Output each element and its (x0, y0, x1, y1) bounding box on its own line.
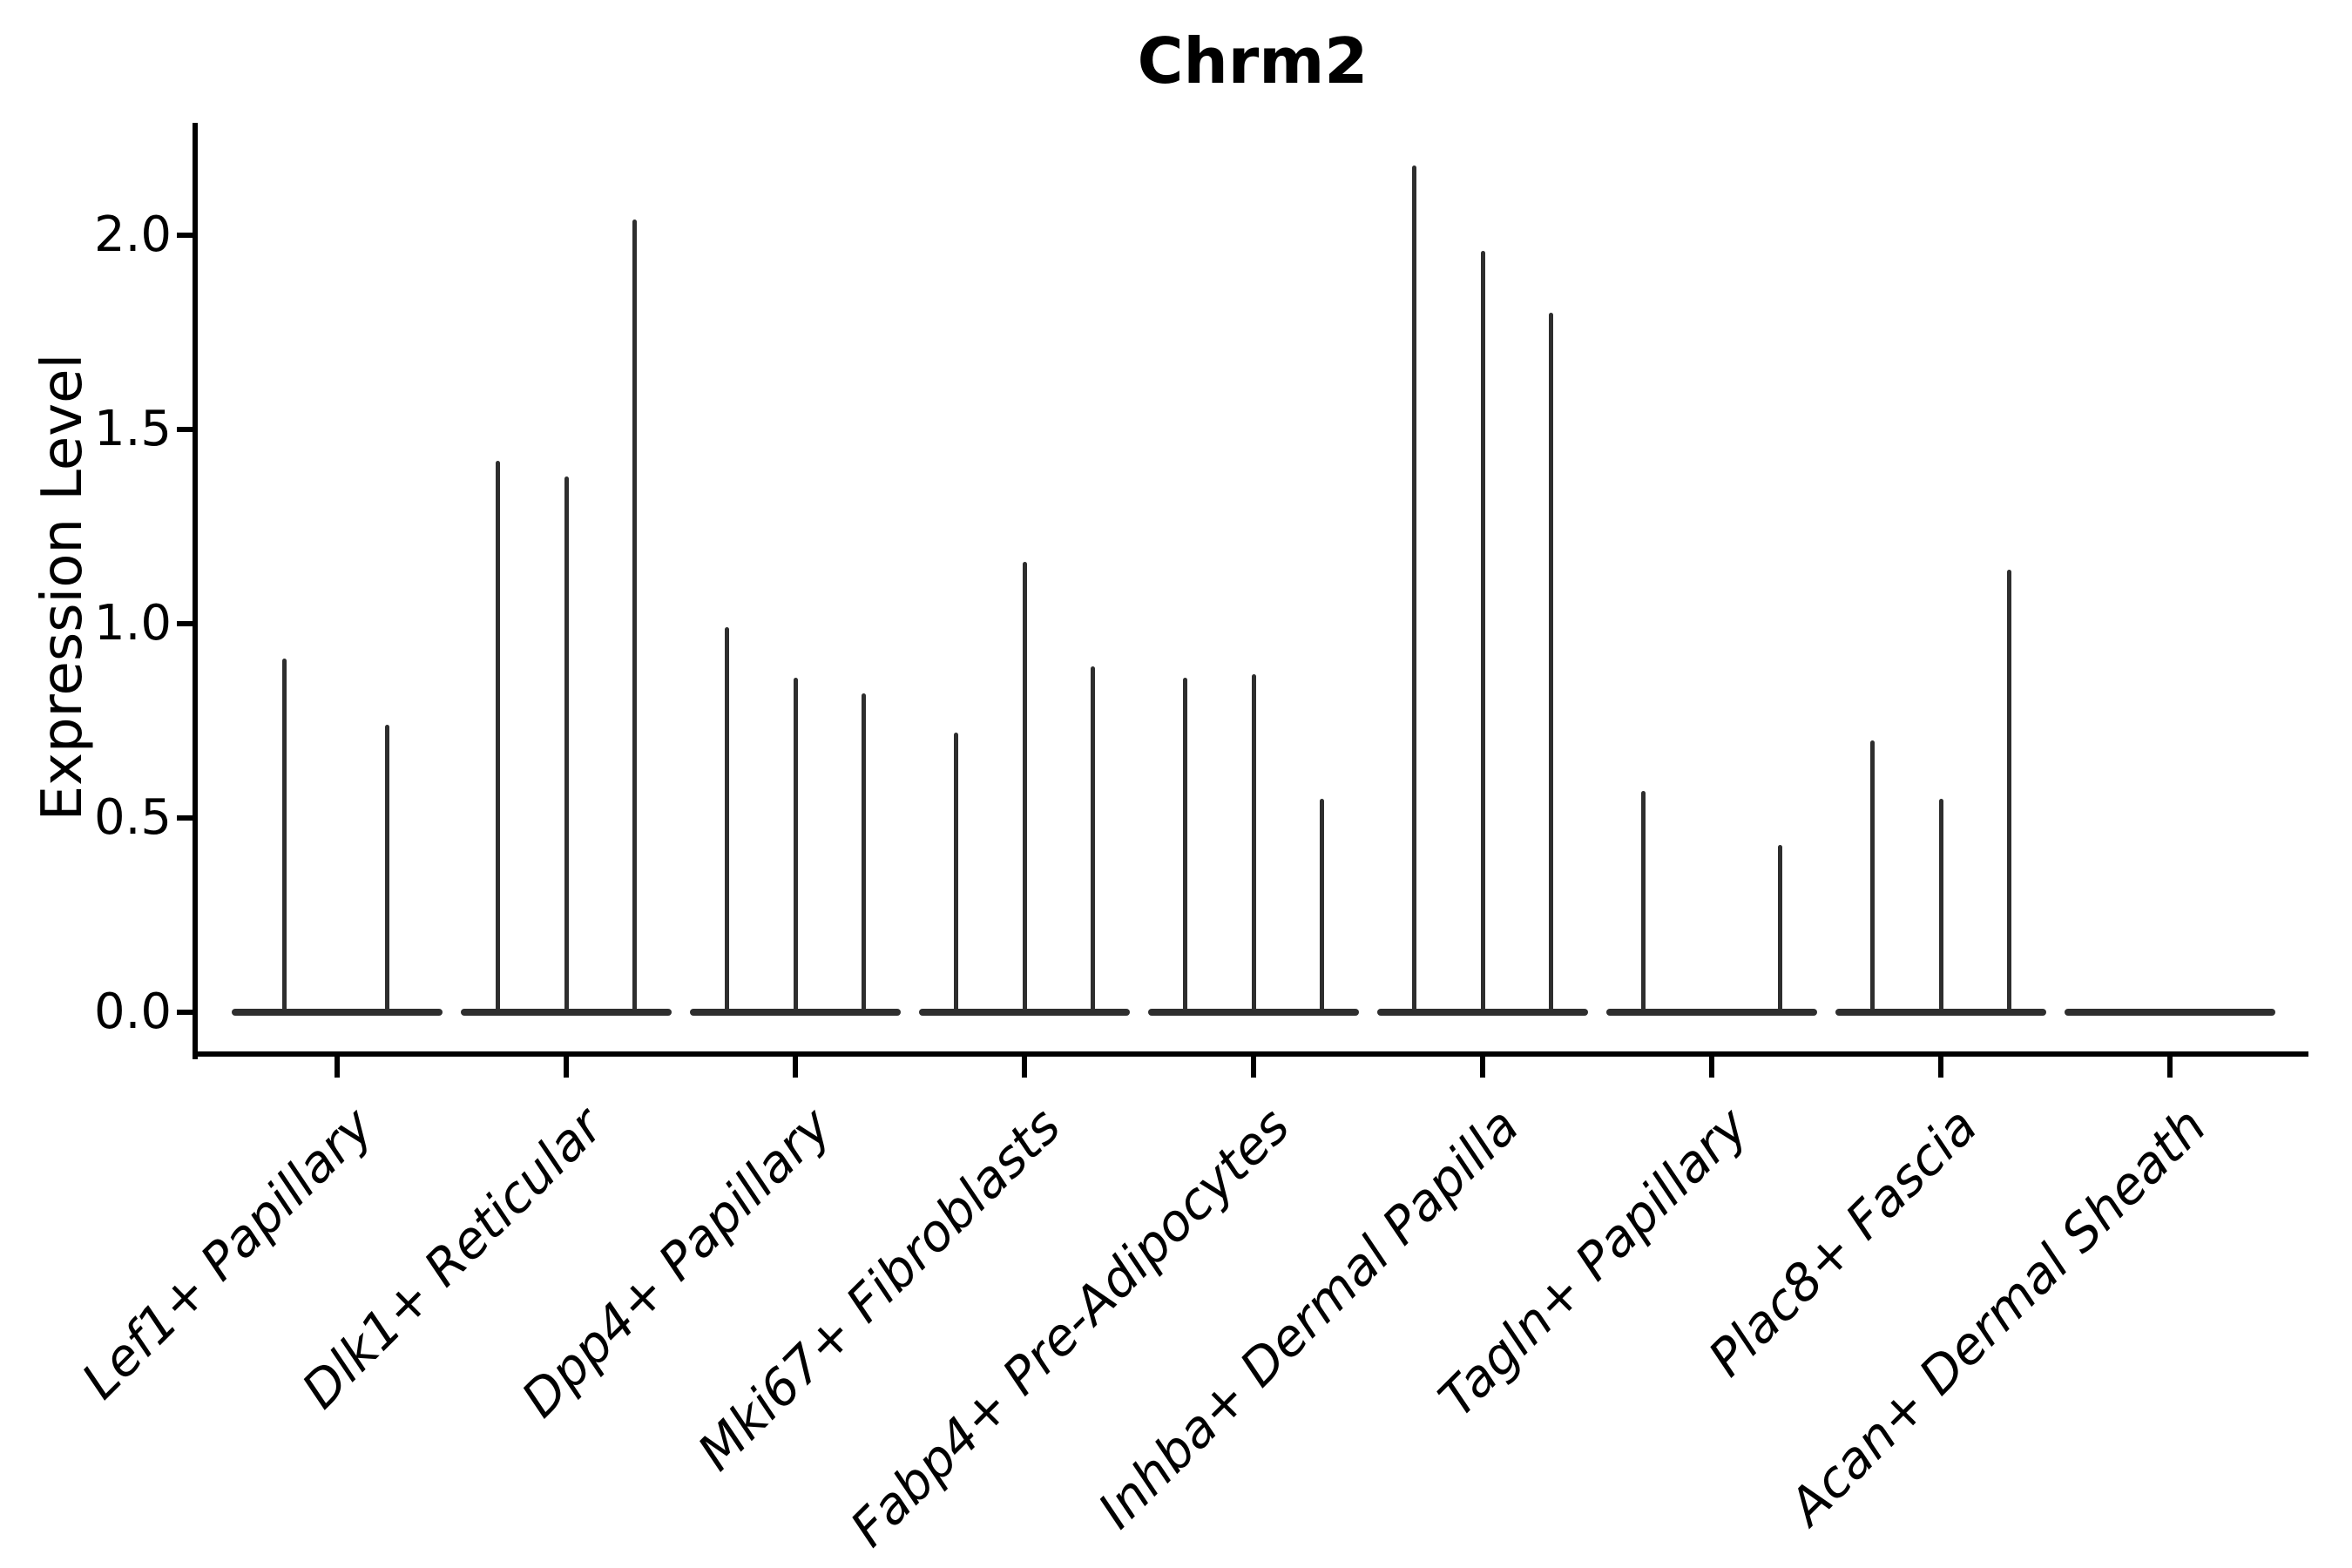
y-tick (177, 1010, 193, 1015)
x-tick-label: Inhba+ Dermal Papilla (1086, 1096, 1531, 1540)
y-tick (177, 621, 193, 626)
violin-spike (1091, 666, 1096, 1015)
violin-spike (385, 724, 390, 1015)
violin-spike (1251, 673, 1256, 1015)
violin-spike (495, 460, 500, 1015)
violin-spike (1869, 740, 1875, 1015)
y-tick (177, 815, 193, 821)
x-tick (1480, 1057, 1485, 1078)
violin-spike (632, 220, 638, 1015)
violin-spike (1938, 798, 1943, 1015)
x-tick (1709, 1057, 1714, 1078)
violin-spike (564, 476, 569, 1015)
violin-spike (1480, 250, 1485, 1015)
x-tick (1938, 1057, 1943, 1078)
violin-base (1606, 1009, 1817, 1016)
violin-spike (1778, 845, 1783, 1015)
y-axis-label: Expression Level (30, 353, 95, 821)
y-tick-label: 0.5 (93, 789, 172, 846)
y-axis-spine (193, 123, 198, 1059)
violin-spike (1411, 165, 1416, 1015)
x-tick-label: Acan+ Dermal Sheath (1777, 1096, 2218, 1537)
violin-spike (1182, 678, 1187, 1015)
violin-spike (282, 659, 287, 1015)
x-tick (1251, 1057, 1256, 1078)
violin-spike (1640, 790, 1646, 1015)
violin-spike (1549, 313, 1554, 1015)
plot-title: Chrm2 (1137, 24, 1369, 98)
y-tick-label: 1.5 (93, 401, 172, 457)
y-tick-label: 1.0 (93, 595, 172, 652)
violin-spike (953, 732, 958, 1015)
violin-spike (862, 693, 867, 1015)
x-tick (1022, 1057, 1027, 1078)
violin-spike (793, 678, 798, 1015)
violin-spike (724, 627, 729, 1015)
y-tick-label: 0.0 (93, 983, 172, 1040)
x-tick (564, 1057, 569, 1078)
y-tick (177, 233, 193, 238)
x-tick-label: Fabp4+ Pre-Adipocytes (839, 1096, 1301, 1558)
violin-base (232, 1009, 443, 1016)
y-tick-label: 2.0 (93, 206, 172, 263)
x-tick (2167, 1057, 2173, 1078)
y-tick (177, 427, 193, 432)
violin-spike (1320, 798, 1325, 1015)
violin-spike (1022, 561, 1027, 1015)
violin-base (2065, 1009, 2275, 1016)
x-tick (793, 1057, 798, 1078)
x-tick (335, 1057, 340, 1078)
x-axis-spine (193, 1051, 2308, 1057)
violin-spike (2007, 569, 2012, 1015)
